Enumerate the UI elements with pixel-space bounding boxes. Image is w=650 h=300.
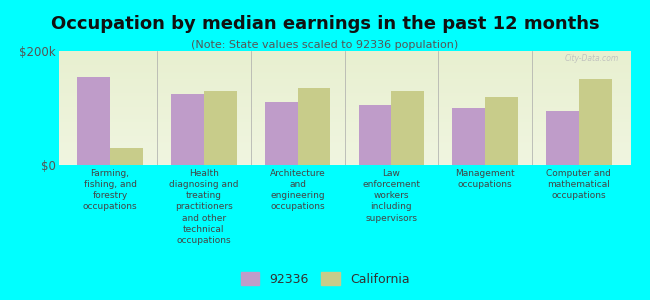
Text: City-Data.com: City-Data.com: [565, 54, 619, 63]
Bar: [579, 80, 612, 165]
Bar: [391, 91, 424, 165]
Bar: [77, 76, 110, 165]
Bar: [265, 102, 298, 165]
Text: Occupation by median earnings in the past 12 months: Occupation by median earnings in the pas…: [51, 15, 599, 33]
Bar: [298, 88, 330, 165]
Bar: [359, 105, 391, 165]
Bar: [452, 108, 485, 165]
Bar: [546, 111, 579, 165]
Bar: [485, 97, 518, 165]
Legend: 92336, California: 92336, California: [235, 267, 415, 291]
Bar: [171, 94, 204, 165]
Bar: [110, 148, 143, 165]
Bar: [204, 91, 237, 165]
Text: (Note: State values scaled to 92336 population): (Note: State values scaled to 92336 popu…: [191, 40, 459, 50]
